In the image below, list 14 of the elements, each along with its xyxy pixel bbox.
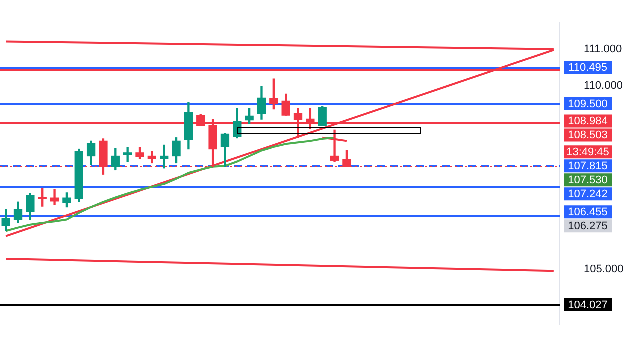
text: 13:49:45 bbox=[566, 146, 610, 159]
text: 106.275 bbox=[568, 220, 608, 233]
ref-line-label: 110.495 bbox=[568, 62, 608, 74]
ref-line-label: 104.027 bbox=[568, 299, 608, 312]
ref-line-label: 106.455 bbox=[568, 206, 608, 219]
text: 107.530 bbox=[568, 174, 608, 187]
ref-line-label: 107.815 bbox=[568, 160, 608, 173]
ref-line-label: 108.984 bbox=[568, 116, 608, 128]
ref-line-label: 107.242 bbox=[568, 188, 608, 201]
y-tick-label: 110.000 bbox=[584, 80, 623, 92]
y-tick-label: 105.000 bbox=[584, 264, 624, 276]
text: 108.503 bbox=[568, 130, 608, 142]
y-tick-label: 111.000 bbox=[584, 43, 622, 56]
ref-line-label: 109.500 bbox=[568, 98, 608, 111]
